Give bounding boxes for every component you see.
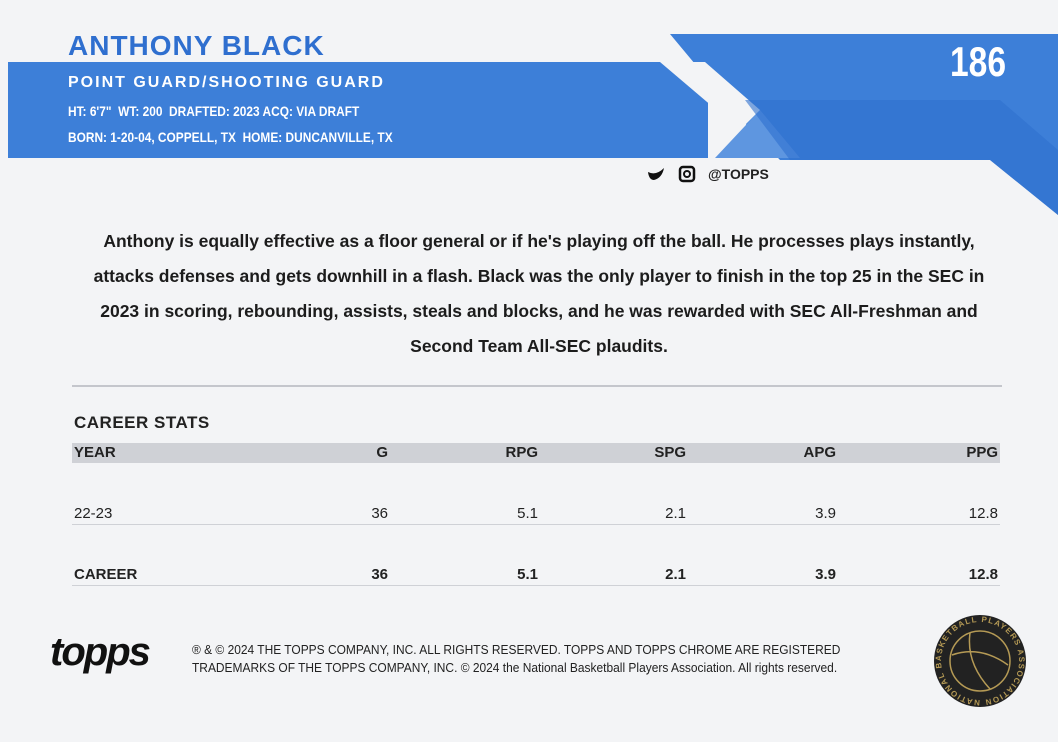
social-handle: @TOPPS [708, 166, 769, 182]
badge-ball-lines [951, 632, 1009, 690]
position: POINT GUARD/SHOOTING GUARD [68, 74, 385, 91]
column-header: SPG [654, 444, 686, 461]
column-header: RPG [505, 444, 538, 461]
column-header: PPG [966, 444, 998, 461]
header-accent [715, 110, 800, 158]
stat-cell: 2.1 [665, 566, 686, 583]
info-line: HT: 6'7" WT: 200 DRAFTED: 2023 ACQ: VIA … [68, 103, 360, 119]
stat-cell: 36 [371, 505, 388, 522]
stat-cell: 3.9 [815, 566, 836, 583]
card-number: 186 [950, 38, 1007, 85]
topps-logo: topps [50, 630, 151, 674]
instagram-lens [683, 170, 691, 178]
badge-ball [949, 630, 1011, 692]
header-band [8, 62, 708, 158]
stat-cell: 5.1 [517, 505, 538, 522]
stat-cell: 12.8 [968, 505, 998, 522]
twitter-icon [648, 168, 664, 180]
header-shade [745, 100, 1058, 215]
stats-header-band [72, 443, 1000, 463]
stat-cell: 36 [371, 566, 388, 583]
stat-cell: 2.1 [665, 505, 686, 522]
instagram-icon [678, 165, 696, 183]
row-line [72, 585, 1000, 586]
column-header: APG [803, 444, 836, 461]
stat-cell: 5.1 [517, 566, 538, 583]
info-line: BORN: 1-20-04, COPPELL, TX HOME: DUNCANV… [68, 129, 393, 145]
stat-cell: 12.8 [968, 566, 998, 583]
stat-cell: 22-23 [74, 505, 113, 522]
legal-text: ® & © 2024 THE TOPPS COMPANY, INC. ALL R… [192, 642, 841, 657]
legal-text: TRADEMARKS OF THE TOPPS COMPANY, INC. © … [192, 660, 838, 675]
row-line [72, 524, 1000, 525]
column-header: YEAR [74, 444, 116, 461]
column-header: G [376, 444, 388, 461]
bio: Anthony is equally effective as a floor … [93, 231, 985, 356]
player-name: ANTHONY BLACK [68, 30, 325, 61]
stat-cell: 3.9 [815, 505, 836, 522]
badge-circle [934, 615, 1026, 707]
header-cut [660, 62, 760, 130]
stats-title: CAREER STATS [74, 413, 210, 432]
stat-cell: CAREER [74, 566, 138, 583]
